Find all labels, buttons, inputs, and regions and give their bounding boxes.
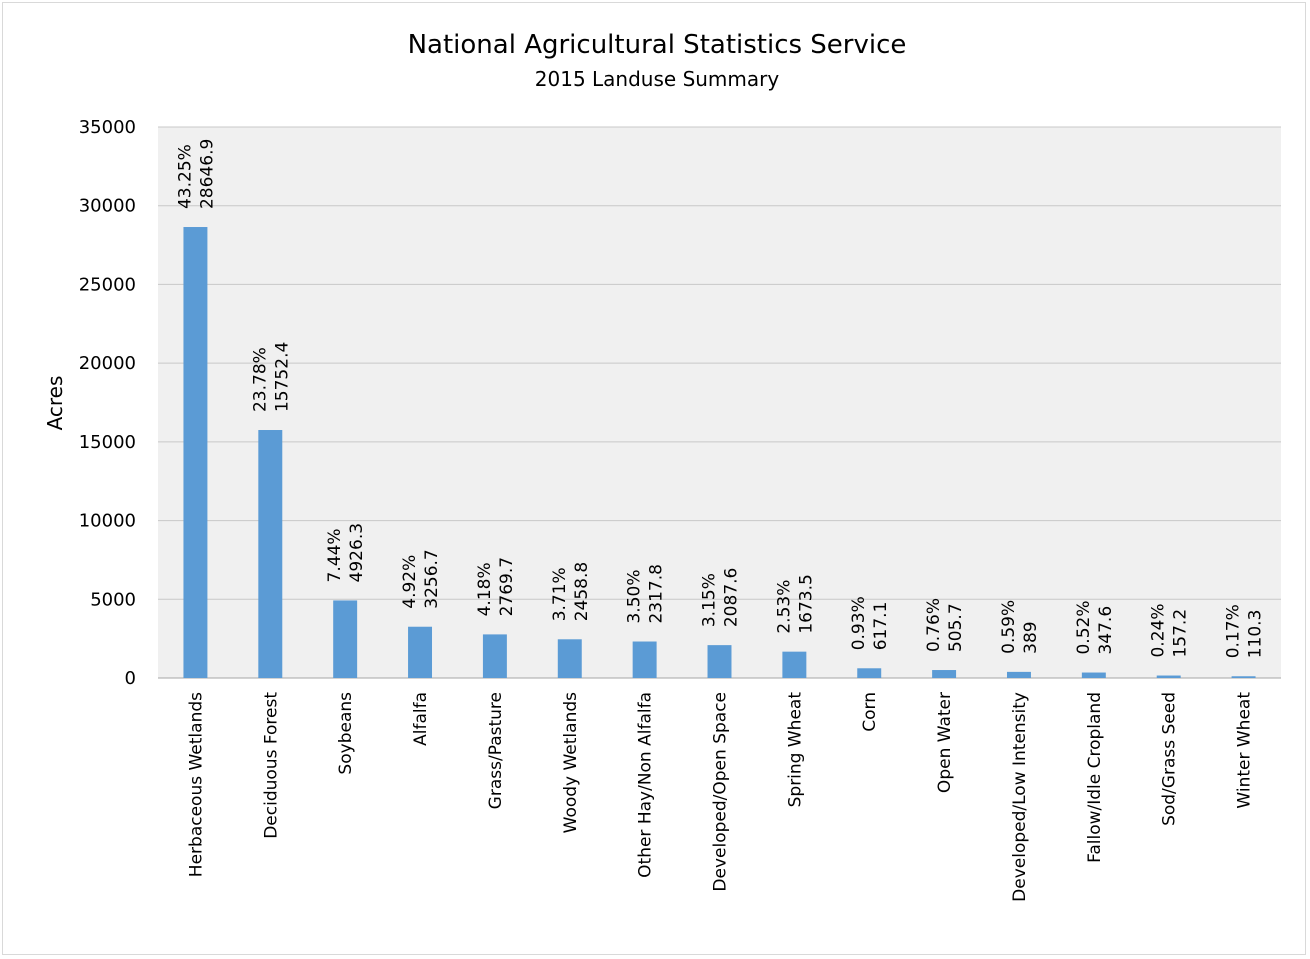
bar [857,668,882,678]
x-tick-label: Woody Wetlands [561,692,581,834]
y-tick-label: 5000 [90,589,136,610]
bar [1156,675,1181,678]
bar [333,600,358,678]
data-label-percent: 23.78% [250,347,270,412]
y-tick-label: 0 [125,668,136,689]
bar [258,430,283,678]
bar [1231,676,1256,678]
bar [482,634,507,678]
data-label-percent: 0.93% [849,596,869,650]
data-label-value: 157.2 [1171,609,1191,658]
y-tick-label: 25000 [79,274,136,295]
data-label-value: 2087.6 [722,568,742,627]
data-label-percent: 3.15% [700,573,720,627]
x-tick-label: Developed/Open Space [711,692,731,892]
bar [782,651,807,678]
data-label-percent: 4.18% [475,562,495,616]
data-label-value: 28646.9 [197,139,217,209]
x-tick-label: Corn [860,692,880,732]
data-label-percent: 3.71% [550,567,570,621]
data-label-percent: 3.50% [625,569,645,623]
x-tick-label: Sod/Grass Seed [1160,692,1180,826]
x-tick-label: Winter Wheat [1235,692,1255,809]
y-tick-label: 10000 [79,511,136,532]
chart-subtitle: 2015 Landuse Summary [535,67,780,91]
x-tick-label: Fallow/Idle Cropland [1085,692,1105,863]
data-label-value: 617.1 [871,602,891,651]
data-label-percent: 4.92% [400,555,420,609]
data-label-percent: 0.59% [999,600,1019,654]
y-tick-label: 35000 [79,117,136,138]
x-tick-label: Deciduous Forest [261,692,281,839]
data-label-value: 2317.8 [647,564,667,623]
bar [932,670,957,678]
data-label-value: 3256.7 [422,549,442,608]
data-label-value: 15752.4 [272,342,292,412]
plot-area: 0 5000 10000 15000 20000 25000 30000 35000 43.25… [79,117,1281,902]
x-tick-label: Other Hay/Non Alfalfa [636,692,656,878]
x-tick-label: Alfalfa [411,692,431,746]
data-label-value: 4926.3 [347,523,367,582]
data-label-value: 389 [1021,621,1041,653]
x-tick-label: Herbaceous Wetlands [186,692,206,877]
y-axis-label: Acres [43,376,67,431]
x-tick-label: Developed/Low Intensity [1010,692,1030,902]
data-label-percent: 0.52% [1074,601,1094,655]
data-label-value: 110.3 [1246,610,1266,659]
y-tick-label: 20000 [79,353,136,374]
data-label-percent: 0.17% [1224,604,1244,658]
data-label-percent: 0.24% [1149,604,1169,658]
data-label-percent: 0.76% [924,598,944,652]
bar [632,641,657,678]
bar [408,626,433,678]
data-label-value: 505.7 [946,603,966,652]
data-label-percent: 7.44% [325,528,345,582]
data-label-value: 2458.8 [572,562,592,621]
plot-background [158,127,1281,678]
data-label-value: 1673.5 [796,574,816,633]
x-tick-label: Spring Wheat [785,692,805,808]
bar [183,227,208,679]
data-label-value: 347.6 [1096,606,1116,655]
bar [1006,671,1031,678]
x-tick-label: Grass/Pasture [486,692,506,809]
bar [707,645,732,678]
chart-title: National Agricultural Statistics Service [408,30,907,60]
data-label-percent: 43.25% [175,144,195,209]
x-tick-label: Soybeans [336,692,356,775]
bar [1081,672,1106,678]
y-tick-label: 15000 [79,432,136,453]
data-label-percent: 2.53% [774,580,794,634]
x-tick-label: Open Water [935,692,955,793]
data-label-value: 2769.7 [497,557,517,616]
bar [557,639,582,678]
y-tick-label: 30000 [79,196,136,217]
